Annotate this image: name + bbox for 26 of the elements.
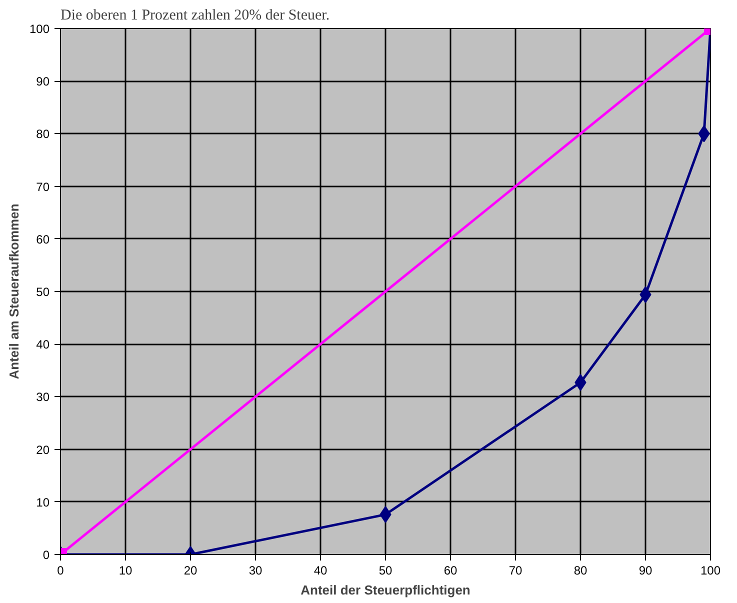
x-tick-label: 70 <box>508 564 522 578</box>
y-tick-label: 0 <box>42 548 50 562</box>
x-axis-title: Anteil der Steuerpflichtigen <box>300 582 470 598</box>
x-tick-label: 30 <box>248 564 262 578</box>
x-tick-label: 20 <box>184 564 198 578</box>
point <box>574 374 586 391</box>
text: Die oberen 1 Prozent zahlen 20% der Steuer. <box>60 8 330 24</box>
x-tick-label: 80 <box>574 564 588 578</box>
y-tick-label: 40 <box>36 338 50 352</box>
y-tick-label: 80 <box>36 127 50 142</box>
y-tick-label: 90 <box>36 74 50 89</box>
x-tick-label: 100 <box>700 564 721 578</box>
x-tick-label: 10 <box>118 564 132 578</box>
y-tick-label: 20 <box>36 442 50 457</box>
y-tick-label: 70 <box>36 180 50 194</box>
y-tick-label: 10 <box>36 495 50 510</box>
x-tick-label: 50 <box>378 564 392 578</box>
y-axis-title: Anteil am Steueraufkommen <box>6 204 22 380</box>
y-tick-label: 50 <box>36 285 50 299</box>
y-tick-label: 100 <box>29 22 50 36</box>
y-tick-label: 30 <box>36 390 50 404</box>
x-tick-label: 60 <box>444 564 458 578</box>
x-tick-label: 0 <box>57 564 64 578</box>
x-tick-label: 40 <box>314 564 328 578</box>
x-tick-label: 90 <box>638 564 652 578</box>
y-tick-label: 60 <box>36 232 50 246</box>
